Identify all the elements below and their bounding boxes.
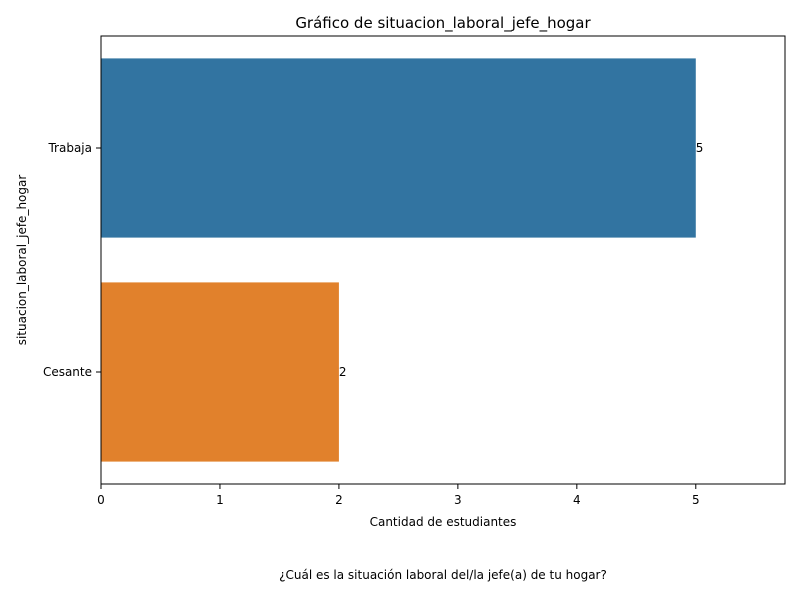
x-tick-label-1: 1	[216, 493, 224, 507]
data-label-cesante: 2	[339, 365, 347, 379]
x-tick-label-2: 2	[335, 493, 343, 507]
x-tick-label-3: 3	[454, 493, 462, 507]
x-axis-label: Cantidad de estudiantes	[370, 515, 517, 529]
y-tick-label-cesante: Cesante	[43, 365, 92, 379]
y-axis-ticks: Trabaja Cesante	[43, 141, 101, 379]
x-tick-label-0: 0	[97, 493, 105, 507]
x-axis-ticks: 0 1 2 3 4 5	[97, 484, 699, 507]
chart-caption: ¿Cuál es la situación laboral del/la jef…	[279, 568, 607, 582]
x-tick-label-4: 4	[573, 493, 581, 507]
bars-group	[101, 58, 696, 461]
x-tick-label-5: 5	[692, 493, 700, 507]
bar-trabaja	[101, 58, 696, 237]
data-label-trabaja: 5	[696, 141, 704, 155]
y-axis-label: situacion_laboral_jefe_hogar	[15, 175, 29, 346]
chart-title: Gráfico de situacion_laboral_jefe_hogar	[295, 14, 591, 33]
bar-cesante	[101, 282, 339, 461]
y-tick-label-trabaja: Trabaja	[47, 141, 92, 155]
